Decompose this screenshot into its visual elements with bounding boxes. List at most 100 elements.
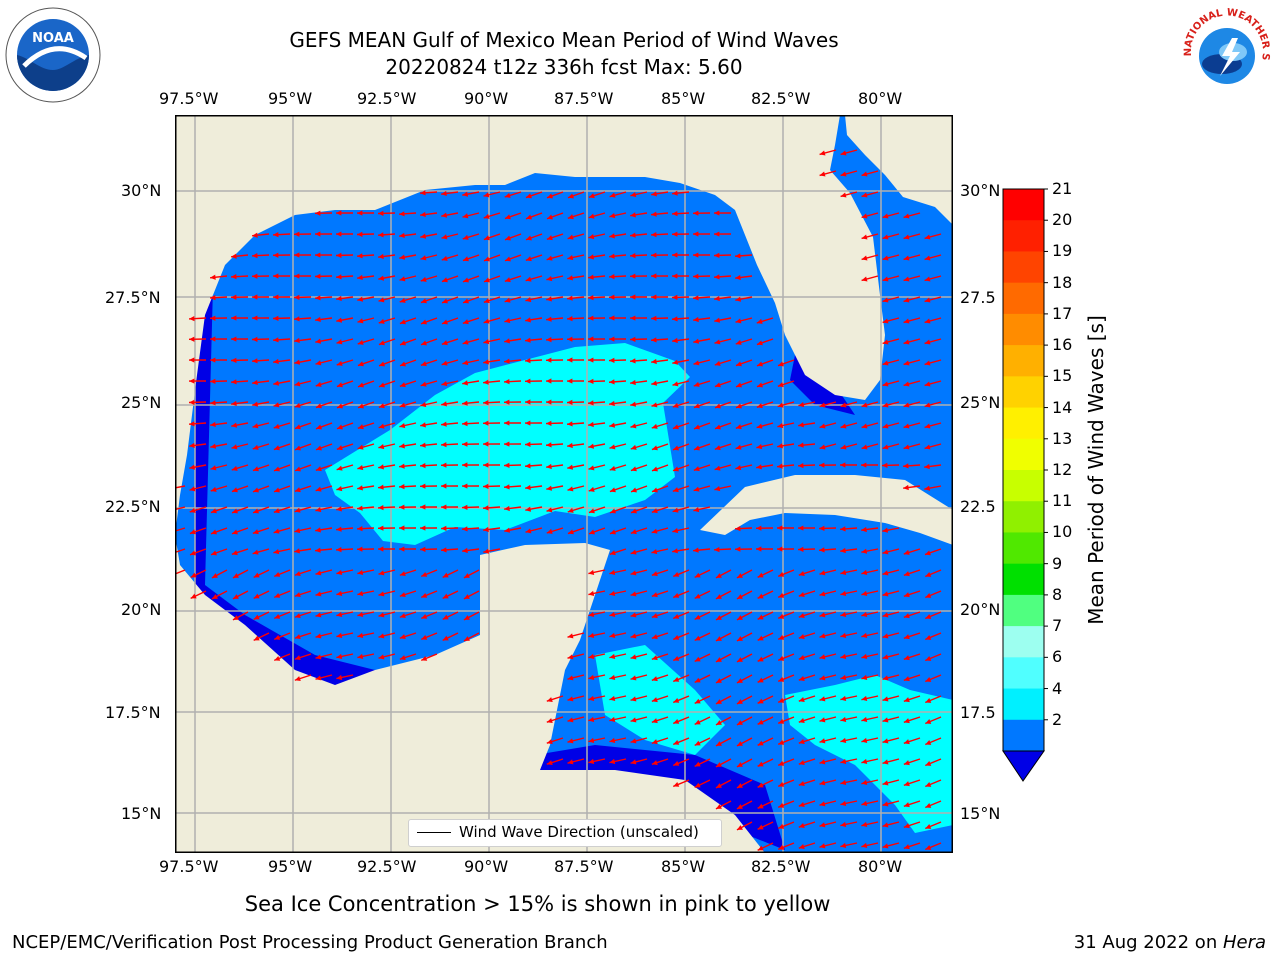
wave-direction-arrowhead	[231, 253, 237, 259]
wave-direction-arrowhead	[357, 318, 364, 324]
wave-direction-arrowhead	[567, 633, 574, 639]
wave-direction-arrowhead	[315, 654, 322, 660]
wave-direction-arrowhead	[819, 654, 826, 660]
wave-direction-arrowhead	[735, 361, 742, 367]
wave-direction-arrowhead	[778, 676, 785, 682]
wave-direction-arrowhead	[315, 316, 321, 323]
colorbar-segment	[1003, 407, 1044, 440]
wave-direction-arrowhead	[609, 653, 616, 660]
wave-direction-arrowhead	[651, 380, 658, 386]
wave-direction-arrowhead	[588, 674, 595, 681]
wave-direction-arrowhead	[588, 193, 595, 199]
wave-direction-arrowhead	[630, 336, 636, 342]
wave-direction-arrowhead	[925, 781, 932, 787]
wave-direction-arrowhead	[651, 358, 657, 365]
wave-direction-arrowhead	[546, 739, 553, 745]
wave-direction-arrowhead	[567, 255, 574, 261]
wave-direction-arrowhead	[252, 336, 258, 342]
wave-direction-arrowhead	[882, 381, 889, 387]
wave-direction-arrowhead	[273, 273, 279, 279]
wave-direction-arrowhead	[882, 822, 889, 828]
wave-direction-arrow	[175, 569, 186, 575]
wave-direction-arrowhead	[546, 357, 552, 363]
lon-tick-bottom: 85°W	[661, 857, 706, 876]
land-cuba	[700, 475, 953, 545]
wave-direction-arrowhead	[630, 444, 637, 450]
wave-direction-arrowhead	[778, 739, 785, 745]
lon-tick-top: 95°W	[268, 89, 313, 108]
wave-direction-arrowhead	[421, 634, 428, 640]
wave-direction-arrowhead	[210, 550, 217, 556]
wave-direction-arrowhead	[672, 211, 678, 217]
colorbar-segment	[1003, 563, 1044, 596]
wave-direction-arrowhead	[546, 697, 553, 703]
wave-direction-arrowhead	[903, 760, 910, 766]
wave-direction-arrowhead	[903, 255, 910, 261]
wave-direction-arrowhead	[903, 402, 910, 408]
colorbar-segment	[1003, 313, 1044, 346]
wave-direction-arrowhead	[672, 548, 678, 554]
wave-direction-arrowhead	[630, 358, 636, 364]
wave-direction-arrowhead	[736, 573, 743, 578]
wave-direction-arrowhead	[714, 465, 721, 471]
wave-direction-arrowhead	[567, 442, 573, 449]
wave-direction-arrowhead	[483, 505, 489, 511]
wave-direction-arrowhead	[315, 381, 322, 387]
wave-direction-arrowhead	[672, 359, 679, 365]
wave-direction-arrowhead	[798, 592, 805, 598]
wave-direction-arrowhead	[651, 211, 657, 217]
wave-direction-arrowhead	[294, 655, 301, 661]
wave-direction-arrowhead	[441, 360, 448, 366]
wave-direction-arrowhead	[399, 546, 405, 552]
wave-direction-arrowhead	[588, 443, 595, 449]
wave-direction-arrowhead	[861, 821, 868, 828]
wave-direction-arrowhead	[315, 338, 322, 344]
wave-direction-arrowhead	[252, 294, 258, 300]
wave-direction-arrowhead	[652, 466, 658, 472]
wave-direction-arrowhead	[819, 780, 826, 786]
wave-direction-arrowhead	[399, 571, 406, 577]
wave-direction-arrowhead	[756, 464, 762, 470]
wave-direction-arrowhead	[588, 611, 595, 618]
wave-direction-arrowhead	[420, 381, 427, 387]
wave-direction-arrowhead	[651, 273, 657, 279]
wave-direction-arrowhead	[778, 571, 785, 577]
wave-direction-arrowhead	[798, 802, 805, 808]
wave-direction-arrowhead	[357, 424, 364, 430]
wave-direction-arrowhead	[357, 546, 363, 552]
wave-direction-arrowhead	[252, 423, 259, 429]
wave-direction-arrowhead	[715, 636, 722, 641]
wave-direction-arrowhead	[567, 336, 573, 342]
wave-direction-arrowhead	[924, 463, 930, 470]
wave-direction-arrowhead	[567, 507, 574, 513]
colorbar-tick-label: 10	[1052, 522, 1073, 542]
wave-direction-arrowhead	[483, 526, 489, 533]
wave-direction-arrowhead	[903, 423, 910, 429]
colorbar-segment	[1003, 345, 1044, 377]
wave-direction-arrowhead	[861, 779, 868, 786]
wave-direction-arrowhead	[693, 273, 699, 279]
wave-direction-arrowhead	[693, 381, 700, 387]
wave-direction-arrowhead	[189, 529, 196, 535]
wave-direction-arrowhead	[756, 340, 763, 346]
wave-direction-arrowhead	[882, 402, 889, 408]
wave-direction-arrowhead	[189, 336, 195, 342]
wave-direction-arrowhead	[840, 716, 847, 723]
wave-direction-arrowhead	[651, 571, 658, 577]
land-us-south	[175, 115, 885, 535]
wave-direction-arrowhead	[252, 444, 259, 450]
wave-direction-arrowhead	[588, 590, 595, 597]
wave-direction-arrowhead	[714, 274, 720, 280]
wave-direction-arrowhead	[714, 546, 720, 553]
wave-direction-arrowhead	[399, 484, 405, 490]
wave-direction-arrowhead	[819, 462, 825, 468]
wave-direction-arrowhead	[630, 379, 636, 386]
wave-direction-arrowhead	[819, 444, 826, 450]
wave-direction-arrowhead	[609, 315, 615, 321]
wave-direction-arrowhead	[399, 319, 406, 325]
wave-direction-arrowhead	[693, 360, 700, 366]
wave-direction-arrowhead	[882, 612, 889, 618]
wave-direction-arrowhead	[673, 613, 680, 619]
wave-direction-arrowhead	[252, 315, 258, 321]
colorbar-tick-label: 4	[1052, 678, 1063, 698]
